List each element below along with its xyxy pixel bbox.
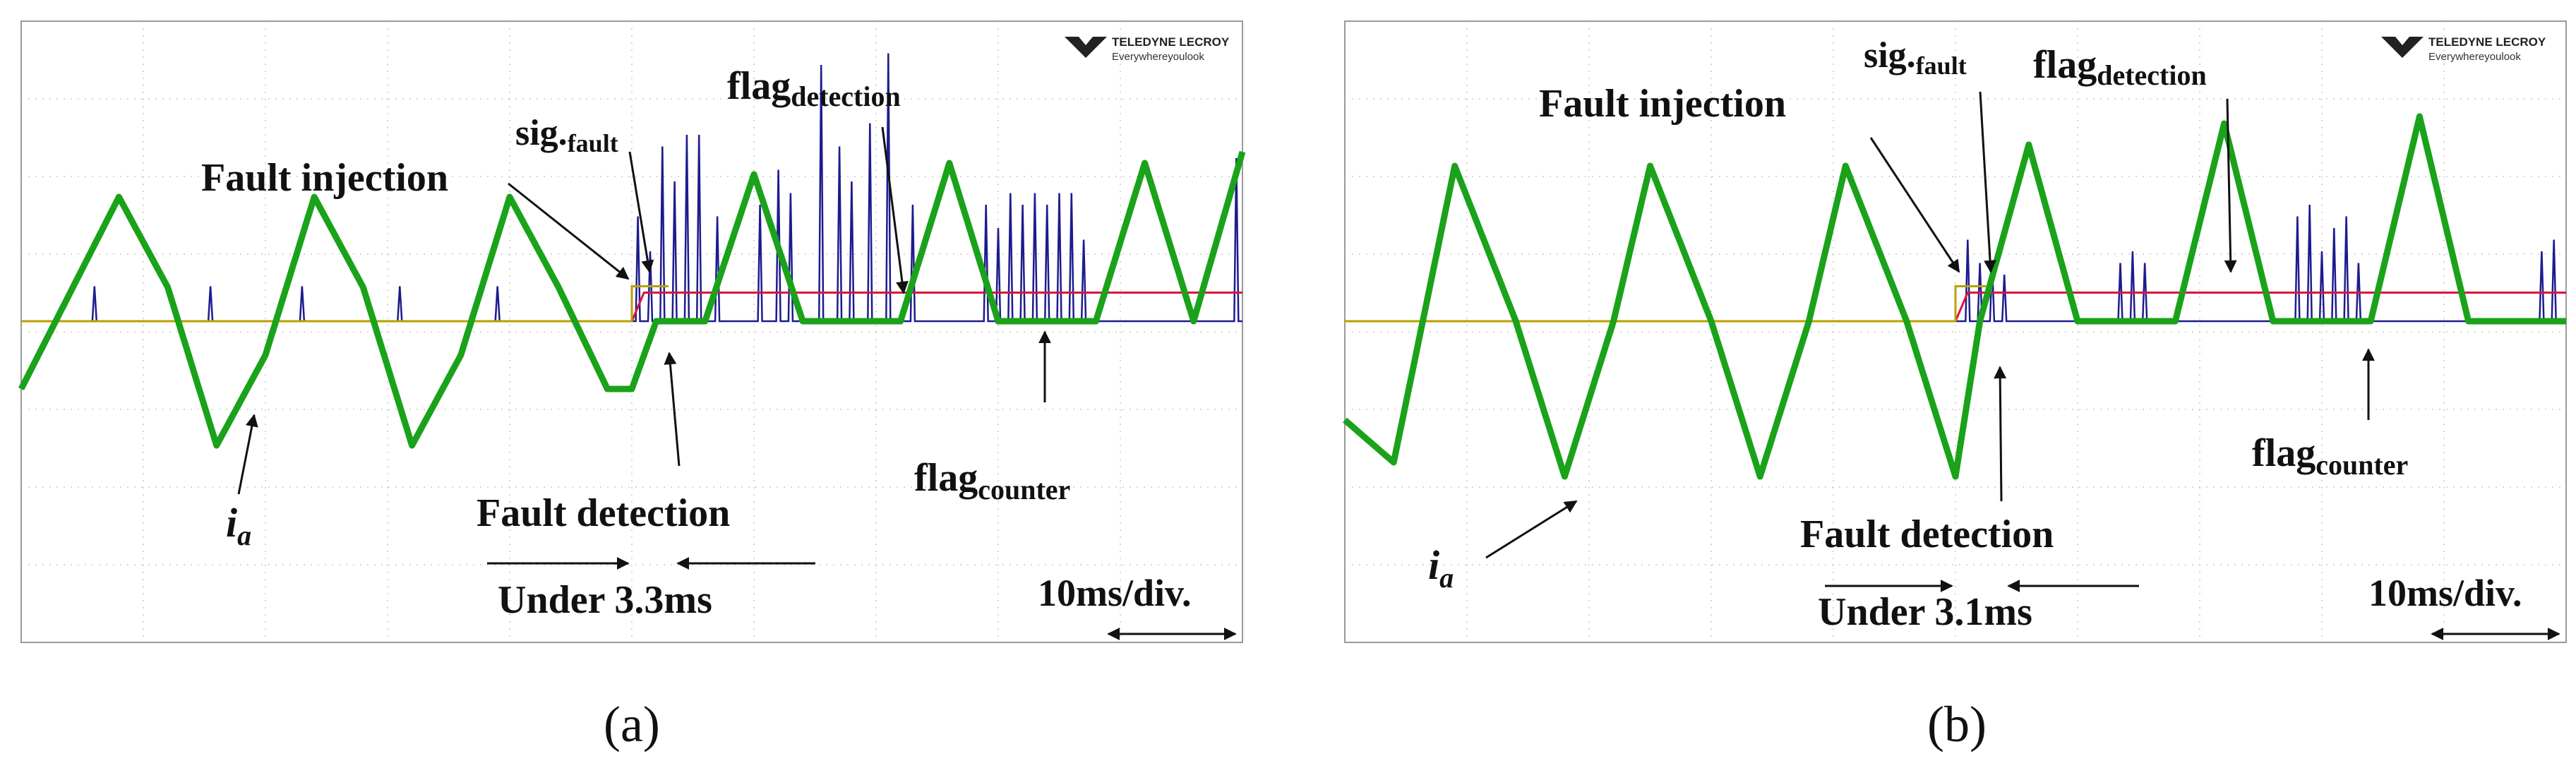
- caption-b: (b): [1927, 696, 1987, 753]
- sig-fault-trace: [1345, 285, 1987, 323]
- logo-line2: Everywhereyoulook: [1112, 51, 1204, 63]
- ia-label: ia: [1428, 542, 1454, 594]
- scope-screen-b: TELEDYNE LECROY Everywhereyoulook Fault …: [1343, 20, 2567, 643]
- annotations: [237, 126, 1237, 640]
- fault-detection-arrow: [664, 352, 681, 467]
- ia-label: ia: [226, 500, 251, 551]
- fault-detection-label: Fault detection: [1800, 513, 2054, 556]
- detection-time-label: Under 3.1ms: [1818, 590, 2032, 634]
- fault-injection-arrow: [508, 182, 630, 280]
- sig-fault-label: sig.fault: [1864, 35, 1967, 80]
- ia-trace: [18, 150, 1246, 449]
- logo-line2: Everywhereyoulook: [2428, 51, 2521, 63]
- scope-panel-a: TELEDYNE LECROY Everywhereyoulook Fault …: [18, 20, 1246, 643]
- fault-injection-label: Fault injection: [1539, 82, 1786, 126]
- detection-time-label: Under 3.3ms: [498, 578, 712, 622]
- timebase-label: 10ms/div.: [1038, 572, 1192, 614]
- scope-panel-b: TELEDYNE LECROY Everywhereyoulook Fault …: [1343, 20, 2567, 643]
- flag-counter-label: flagcounter: [2252, 431, 2408, 481]
- flag-detection-arrow: [881, 126, 909, 294]
- teledyne-logo-icon: [1065, 37, 1107, 58]
- sig-fault-arrow: [1979, 91, 1997, 273]
- fault-injection-arrow: [1869, 137, 1960, 273]
- sig-fault-trace: [21, 285, 669, 323]
- ia-arrow: [237, 414, 258, 495]
- ia-trace: [1343, 113, 2567, 480]
- caption-a: (a): [604, 696, 660, 753]
- annotations: [1485, 91, 2560, 640]
- fault-detection-arrow: [1994, 366, 2007, 502]
- timebase-label: 10ms/div.: [2368, 572, 2522, 614]
- logo-line1: TELEDYNE LECROY: [2428, 35, 2546, 49]
- teledyne-lecroy-logo: TELEDYNE LECROY Everywhereyoulook: [2381, 35, 2546, 63]
- sig-fault-arrow: [628, 151, 654, 273]
- traces: [18, 53, 1246, 449]
- teledyne-lecroy-logo: TELEDYNE LECROY Everywhereyoulook: [1065, 35, 1230, 63]
- flag-detection-label: flagdetection: [2033, 43, 2207, 91]
- flag-counter-label: flagcounter: [914, 456, 1070, 505]
- fault-injection-label: Fault injection: [201, 156, 448, 200]
- logo-line1: TELEDYNE LECROY: [1112, 35, 1230, 49]
- sig-fault-label: sig.fault: [515, 113, 618, 157]
- fault-detection-label: Fault detection: [477, 491, 730, 535]
- ia-arrow: [1485, 500, 1578, 559]
- teledyne-logo-icon: [2381, 37, 2424, 58]
- flag-detection-label: flagdetection: [727, 64, 901, 112]
- traces: [1343, 113, 2567, 480]
- scope-screen-a: TELEDYNE LECROY Everywhereyoulook Fault …: [18, 20, 1246, 643]
- flag-detection-arrow: [2224, 98, 2237, 273]
